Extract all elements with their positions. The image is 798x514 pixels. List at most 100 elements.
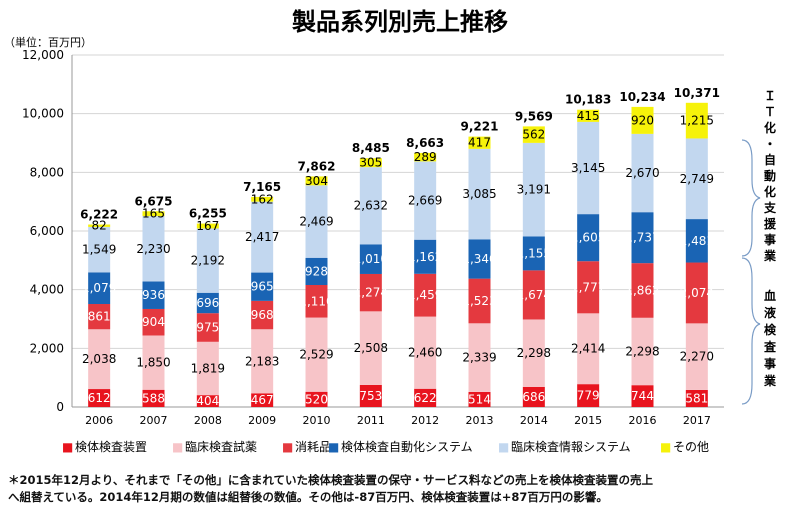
segment-label: 2,749 [680, 172, 714, 186]
bar-segment [305, 391, 328, 407]
bar-segment [685, 138, 708, 220]
bar-segment [522, 270, 545, 320]
bar-segment [196, 313, 219, 342]
y-tick-label: 8,000 [30, 165, 64, 179]
bar-segment [142, 211, 165, 217]
blood-group-char: 事 [764, 356, 776, 371]
grid-lines [71, 54, 724, 408]
total-label: 8,663 [406, 136, 444, 150]
total-label: 10,183 [565, 93, 611, 107]
segment-label: 588 [142, 391, 165, 405]
total-label: 7,862 [298, 159, 336, 173]
segment-label: 2,417 [245, 230, 279, 244]
bar-segment [468, 323, 491, 392]
x-tick-label: 2016 [629, 414, 657, 427]
segment-label: 304 [305, 174, 328, 188]
segment-label: 696 [196, 296, 219, 310]
segment-label: 744 [631, 389, 654, 403]
segment-label: 1,162 [408, 250, 442, 264]
segment-label: 404 [196, 394, 219, 408]
segment-label: 2,192 [191, 254, 225, 268]
total-label: 9,221 [461, 120, 499, 134]
bar-segment [685, 102, 708, 139]
segment-label: 1,523 [462, 294, 496, 308]
bar-segment [359, 158, 382, 168]
unit-label: （単位：百万円） [4, 35, 92, 49]
segment-label: 2,298 [625, 344, 659, 358]
segment-label: 612 [88, 391, 111, 405]
segment-label: 861 [88, 310, 111, 324]
bar-segment [468, 136, 491, 149]
segment-label: 968 [251, 308, 274, 322]
bar-segment [522, 126, 545, 143]
it-group-char: 事 [764, 232, 776, 247]
segment-label: 1,340 [462, 252, 496, 266]
bar-segment [88, 224, 111, 227]
bar-segment [251, 300, 274, 330]
bar-segment [577, 313, 600, 385]
segment-labels: 612 2,038 861 1,079 1,549 82 588 1,850 904 936 2,2… [82, 109, 714, 408]
x-axis-ticks: 2006 2007 2008 2009 2010 2011 2012 2013 2014 2015… [85, 414, 711, 427]
legend-marker: ■ [62, 440, 73, 454]
segment-label: 1,215 [680, 114, 714, 128]
bar-segment [577, 261, 600, 314]
bar-segment [631, 263, 654, 318]
bar-segment [359, 244, 382, 274]
bar-segment [522, 142, 545, 237]
bar-segment [631, 385, 654, 407]
bar-segment [142, 281, 165, 309]
bar-segment [577, 384, 600, 407]
bar-segment [305, 317, 328, 392]
x-tick-label: 2011 [357, 414, 385, 427]
bar-segment [251, 329, 274, 394]
bar-segment [414, 316, 437, 389]
x-tick-label: 2008 [194, 414, 222, 427]
bar-segment [577, 121, 600, 215]
bar-segment [142, 308, 165, 336]
legend-entry: 検体検査自動化システム [341, 440, 473, 454]
bar-segment [685, 262, 708, 324]
bar-segment [305, 185, 328, 258]
footnote-line-1: ＊2015年12月より、それまで「その他」に含まれていた検体検査装置の保守・サー… [8, 473, 653, 487]
segment-label: 622 [414, 391, 437, 405]
segment-label: 753 [359, 389, 382, 403]
bar-segment [142, 389, 165, 407]
bar-segment [305, 176, 328, 186]
segment-label: 2,529 [299, 348, 333, 362]
bar-segment [577, 214, 600, 262]
y-tick-label: 4,000 [30, 283, 64, 297]
segment-label: 936 [142, 288, 165, 302]
blood-group-char: 液 [764, 305, 776, 320]
it-group-char: 動 [764, 168, 776, 183]
legend-marker: ■ [328, 440, 339, 454]
total-labels: 6,222 6,675 6,255 7,165 7,862 8,485 8,663 9,221… [80, 86, 720, 222]
legend-entry: 臨床検査試薬 [185, 439, 257, 454]
legend-entry: 臨床検査情報システム [511, 440, 631, 454]
segment-label: 2,469 [299, 215, 333, 229]
legend-marker: ■ [498, 440, 509, 454]
stacked-bar-chart: 製品系列別売上推移 （単位：百万円） 0 2,000 4,000 6,000 8,000… [4, 8, 777, 454]
bar-segment [522, 386, 545, 407]
segment-label: 417 [468, 136, 491, 150]
total-label: 6,255 [189, 207, 227, 221]
legend-entry: その他 [673, 440, 709, 454]
y-axis-ticks: 0 2,000 4,000 6,000 8,000 10,000 12,000 [22, 48, 64, 414]
bar-segments [88, 102, 708, 407]
y-tick-label: 10,000 [22, 107, 64, 121]
x-tick-label: 2014 [520, 414, 548, 427]
x-tick-label: 2009 [248, 414, 276, 427]
total-label: 6,222 [80, 208, 118, 222]
bar-segment [359, 167, 382, 245]
bar-segment [414, 388, 437, 407]
bar-segment [196, 395, 219, 407]
it-group-char: 化 [764, 184, 776, 199]
segment-label: 1,079 [82, 281, 116, 295]
segment-label: 82 [92, 219, 107, 233]
segment-label: 904 [142, 315, 165, 329]
segment-label: 1,459 [408, 288, 442, 302]
bar-segment [414, 273, 437, 317]
segment-label: 3,085 [462, 187, 496, 201]
bar-segment [468, 278, 491, 324]
y-tick-label: 6,000 [30, 224, 64, 238]
y-tick-label: 0 [56, 400, 64, 414]
